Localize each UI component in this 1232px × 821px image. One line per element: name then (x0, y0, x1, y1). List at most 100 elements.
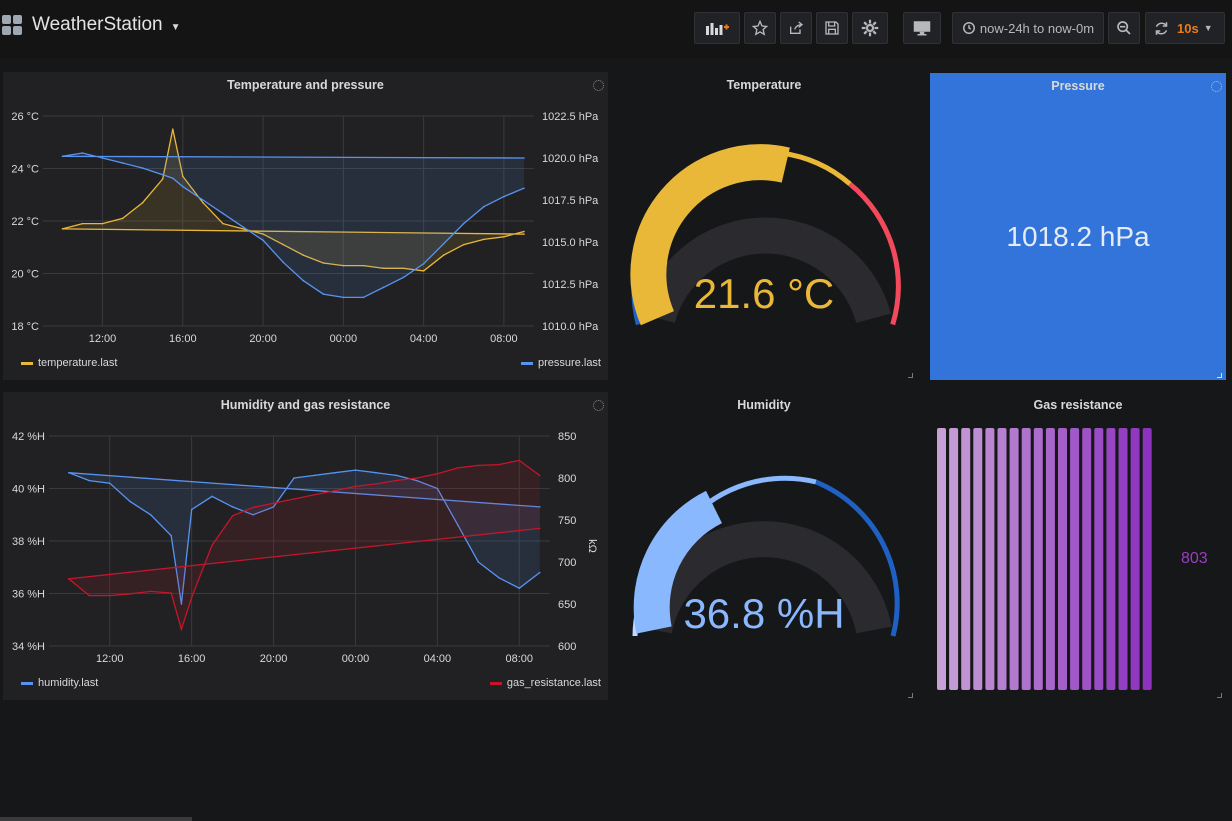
y-tick-label-right: 1010.0 hPa (542, 321, 599, 333)
data-point (436, 487, 439, 490)
legend-swatch (21, 681, 33, 685)
gas-bar-segment (1082, 428, 1092, 690)
series-area-humidity.last (68, 470, 540, 646)
legend-item-humidity[interactable]: humidity.last (21, 677, 98, 689)
top-navbar: WeatherStation ▼ now-24h to now-0m 10s ▼ (0, 0, 1232, 58)
settings-button[interactable] (852, 12, 888, 44)
data-point (101, 157, 104, 159)
series-area-pressure.last (62, 153, 525, 326)
panel-title[interactable]: Temperature and pressure (227, 78, 384, 92)
x-tick-label: 00:00 (330, 333, 358, 345)
zoom-out-button[interactable] (1108, 12, 1140, 44)
data-point (190, 508, 193, 511)
time-range-picker[interactable]: now-24h to now-0m (952, 12, 1104, 44)
gas-bar-segment (937, 428, 946, 690)
series-area-temperature.last (62, 129, 525, 326)
data-point (180, 628, 183, 630)
legend-item-pressure[interactable]: pressure.last (521, 357, 601, 369)
share-icon (790, 21, 804, 34)
share-button[interactable] (780, 12, 812, 44)
save-button[interactable] (816, 12, 848, 44)
humidity-gauge (632, 475, 900, 637)
loading-icon (1211, 81, 1222, 92)
refresh-picker[interactable]: 10s ▼ (1145, 12, 1225, 44)
data-point (272, 506, 275, 508)
star-button[interactable] (744, 12, 776, 44)
tv-mode-button[interactable] (903, 12, 941, 44)
data-point (334, 471, 336, 474)
y-tick-label-left: 34 %H (12, 641, 45, 653)
legend-item-gas-resistance[interactable]: gas_resistance.last (489, 677, 601, 689)
gas-bar-segment (1130, 428, 1140, 690)
y-tick-label-right: 650 (558, 599, 576, 611)
data-point (416, 479, 418, 482)
panel-title[interactable]: Gas resistance (1033, 398, 1123, 412)
data-point (395, 474, 398, 477)
legend-swatch (21, 361, 33, 365)
panel-pressure-stat[interactable]: Pressure 1018.2 hPa (930, 73, 1226, 380)
data-point (498, 463, 500, 466)
x-tick-label: 04:00 (424, 653, 452, 665)
data-point (190, 596, 193, 599)
data-point (242, 226, 244, 228)
panel-temperature-gauge[interactable]: Temperature 21.6 °C (611, 72, 917, 380)
series-line-humidity.last[interactable] (68, 469, 541, 605)
series-line-temperature.last[interactable] (62, 128, 525, 272)
gas-resistance-bar-gauge (937, 428, 1152, 690)
data-point (231, 515, 234, 517)
horizontal-scrollbar[interactable] (0, 817, 192, 821)
data-point (422, 263, 425, 265)
data-point (202, 199, 204, 201)
resize-handle[interactable] (1217, 693, 1222, 698)
legend-item-temperature[interactable]: temperature.last (21, 357, 117, 369)
dashboard-title[interactable]: WeatherStation (32, 14, 163, 35)
series-line-pressure.last[interactable] (62, 152, 525, 299)
data-point (362, 296, 365, 299)
data-point (498, 576, 500, 579)
data-point (293, 498, 295, 500)
dashboard-picker[interactable]: WeatherStation ▼ (2, 14, 181, 36)
panel-humidity-gauge[interactable]: Humidity 36.8 %H (611, 392, 917, 700)
y-tick-label-right: 1022.5 hPa (542, 111, 599, 123)
data-point (523, 187, 525, 190)
add-panel-button[interactable] (694, 12, 740, 44)
data-point (442, 254, 445, 256)
data-point (81, 152, 84, 154)
panel-humidity-gas[interactable]: Humidity and gas resistance 42 %H 40 %H 38… (3, 392, 608, 700)
data-point (129, 500, 132, 503)
x-tick-label: 16:00 (178, 653, 206, 665)
panel-title[interactable]: Humidity (737, 398, 791, 412)
resize-handle[interactable] (1217, 373, 1222, 378)
data-point (518, 459, 521, 462)
series-line-gas_resistance.last[interactable] (67, 459, 541, 632)
resize-handle[interactable] (908, 373, 913, 378)
data-point (282, 243, 284, 246)
x-tick-label: 08:00 (490, 333, 518, 345)
data-point (170, 592, 172, 594)
data-point (222, 212, 224, 215)
data-point (322, 293, 325, 295)
gas-bar-segment (1021, 428, 1031, 690)
legend-swatch (489, 681, 502, 685)
panel-title[interactable]: Pressure (1051, 79, 1105, 93)
y-tick-label-left: 20 °C (11, 269, 39, 281)
gas-bar-segment (961, 428, 971, 690)
data-point (503, 235, 505, 238)
data-point (149, 590, 152, 593)
panel-temperature-pressure[interactable]: Temperature and pressure 26 °C 24 °C 22 °C… (3, 72, 608, 380)
resize-handle[interactable] (908, 693, 913, 698)
humidity-gas-graph[interactable]: 42 %H 40 %H 38 %H 36 %H 34 %H 850 800 750 700 650… (3, 392, 608, 700)
temperature-pressure-graph[interactable]: 26 °C 24 °C 22 °C 20 °C 18 °C 1022.5 hPa 1020.… (3, 72, 608, 380)
data-point (313, 474, 316, 477)
panel-title[interactable]: Humidity and gas resistance (220, 398, 391, 412)
gas-bar-segment (1009, 428, 1019, 690)
panel-gas-resistance[interactable]: Gas resistance 803 (930, 392, 1226, 700)
panel-title[interactable]: Temperature (726, 78, 802, 92)
data-point (483, 238, 485, 241)
humidity-value: 36.8 %H (683, 590, 845, 637)
data-point (88, 594, 91, 597)
data-point (477, 561, 480, 563)
x-tick-label: 20:00 (260, 653, 288, 665)
refresh-icon (1155, 21, 1168, 35)
y-tick-label-left: 18 °C (11, 321, 39, 333)
